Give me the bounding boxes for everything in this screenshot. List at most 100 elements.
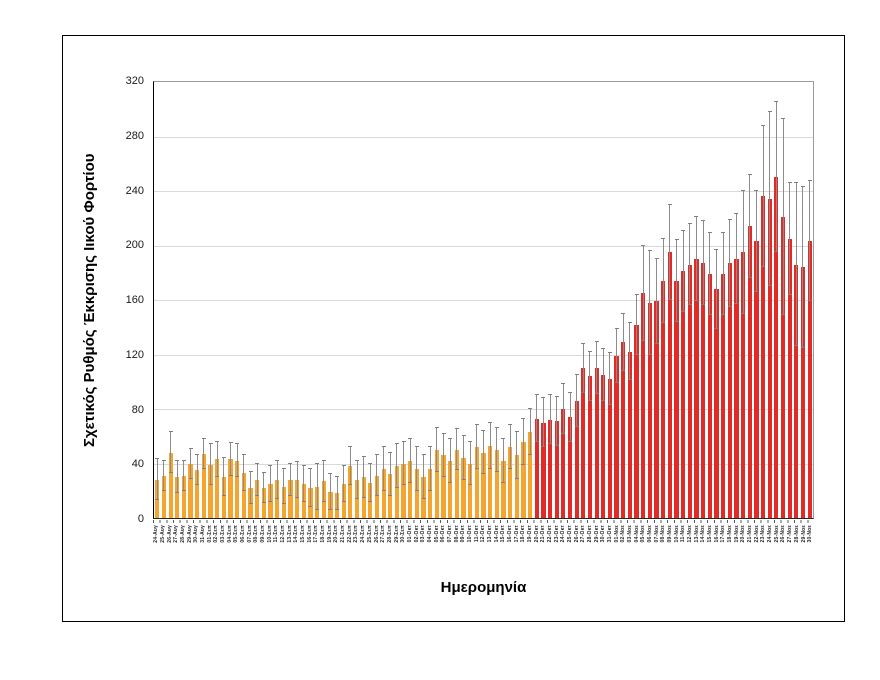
error-bar-cap-top	[215, 440, 220, 442]
bar	[754, 241, 759, 518]
error-bar-cap-top	[554, 395, 559, 397]
error-bar-cap-bottom	[747, 277, 752, 279]
error-bar-cap-top	[408, 437, 413, 439]
x-tick-label: 19-Οκτ	[526, 525, 533, 543]
bar	[667, 252, 672, 518]
x-tick-label: 27-Αυγ	[173, 525, 180, 543]
error-bar-cap-top	[434, 427, 439, 429]
error-bar-cap-top	[494, 427, 499, 429]
x-tick-label: 21-Σεπ	[340, 525, 347, 543]
error-bar-cap-bottom	[215, 476, 220, 478]
error-bar-cap-top	[275, 459, 280, 461]
x-tick-label: 30-Οκτ	[600, 525, 607, 543]
bar-slot	[314, 82, 321, 518]
chart-figure: Σχετικός Ρυθμός Έκκρισης Ιικού Φορτίου 0…	[62, 35, 845, 622]
error-bar	[616, 328, 618, 384]
error-bar-cap-top	[621, 312, 626, 314]
x-tick-label: 11-Νοε	[680, 525, 687, 543]
error-bar	[795, 182, 797, 347]
bar	[701, 263, 706, 518]
error-bar-cap-top	[781, 117, 786, 119]
error-bar	[463, 436, 465, 480]
error-bar-cap-bottom	[607, 403, 612, 405]
bar-slot	[513, 82, 520, 518]
x-tick-label: 29-Σεπ	[393, 525, 400, 543]
error-bar-cap-top	[601, 348, 606, 350]
error-bar-cap-top	[195, 454, 200, 456]
error-bar	[516, 432, 518, 479]
bar	[647, 302, 652, 518]
bar	[461, 458, 466, 518]
error-bar	[429, 447, 431, 491]
bar-slot	[380, 82, 387, 518]
bar	[714, 289, 719, 518]
error-bar	[775, 102, 777, 253]
bar-slot	[627, 82, 634, 518]
error-bar-cap-top	[701, 219, 706, 221]
error-bar-cap-top	[454, 428, 459, 430]
error-bar-cap-bottom	[568, 440, 573, 442]
bar	[607, 379, 613, 518]
error-bar-cap-top	[481, 429, 486, 431]
bar	[261, 488, 266, 518]
error-bar	[403, 441, 405, 486]
error-bar-cap-top	[721, 232, 726, 234]
error-bar-cap-bottom	[681, 311, 686, 313]
y-tick-label: 120	[125, 348, 144, 361]
error-bar-cap-bottom	[335, 508, 340, 510]
error-bar-cap-bottom	[268, 500, 273, 502]
error-bar-cap-bottom	[288, 495, 293, 497]
bar-slot	[420, 82, 427, 518]
bar	[175, 477, 180, 518]
x-tick-label: 21-Οκτ	[540, 525, 547, 543]
error-bar-cap-top	[714, 248, 719, 250]
error-bar-cap-top	[421, 454, 426, 456]
error-bar-cap-bottom	[168, 472, 173, 474]
error-bar-cap-bottom	[521, 463, 526, 465]
error-bar	[536, 395, 538, 442]
error-bar	[329, 474, 331, 510]
error-bar-cap-bottom	[481, 473, 486, 475]
bar-slot	[274, 82, 281, 518]
bar	[428, 468, 433, 518]
error-bar-cap-bottom	[368, 500, 373, 502]
error-bar	[715, 249, 717, 329]
error-bar	[276, 460, 278, 499]
error-bar-cap-top	[741, 190, 746, 191]
error-bar-cap-top	[707, 232, 712, 234]
x-tick-label: 13-Οκτ	[486, 525, 493, 543]
x-tick-label: 16-Οκτ	[506, 525, 513, 543]
bar	[521, 441, 526, 518]
bar-slot	[773, 82, 780, 518]
bar-slot	[533, 82, 540, 518]
error-bar-cap-bottom	[161, 489, 166, 491]
error-bar	[582, 343, 584, 393]
error-bar-cap-top	[241, 454, 246, 456]
bar-slot	[740, 82, 747, 518]
error-bar	[243, 455, 245, 491]
error-bar	[296, 462, 298, 498]
error-bar	[416, 447, 418, 491]
x-tick-label: 17-Οκτ	[513, 525, 520, 543]
error-bar-cap-top	[468, 440, 473, 442]
bar	[567, 417, 573, 518]
bar	[800, 267, 806, 518]
x-tick-label: 28-Σεπ	[386, 525, 393, 543]
error-bar-cap-top	[488, 421, 493, 423]
error-bar-cap-top	[548, 394, 553, 396]
error-bar-cap-bottom	[734, 303, 739, 305]
x-tick-label: 26-Σεπ	[373, 525, 380, 543]
x-tick-label: 11-Οκτ	[473, 525, 480, 543]
error-bar	[456, 429, 458, 471]
error-bar	[343, 466, 345, 502]
plot-area	[153, 81, 814, 519]
bar	[727, 263, 732, 518]
bar-slot	[500, 82, 507, 518]
error-bar-cap-bottom	[741, 312, 746, 314]
error-bar-cap-top	[268, 465, 273, 467]
bar-slot	[354, 82, 361, 518]
bar-slot	[766, 82, 773, 518]
bar-slot	[360, 82, 367, 518]
bar	[181, 475, 187, 518]
bar-slot	[553, 82, 560, 518]
